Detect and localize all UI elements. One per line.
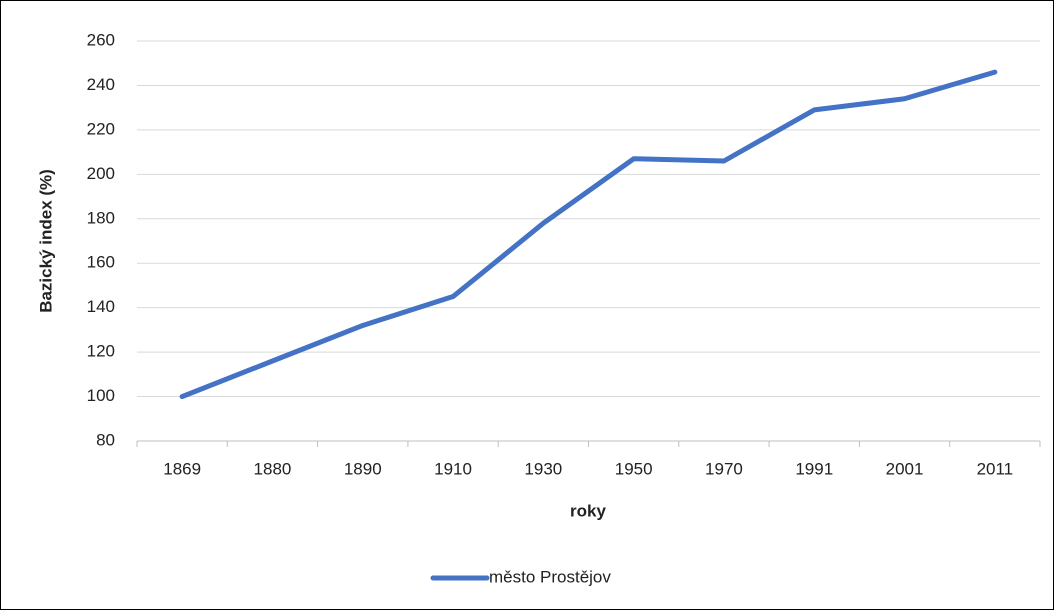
x-tick-label: 2001 <box>886 459 924 478</box>
x-tick-label: 1991 <box>795 459 833 478</box>
y-tick-label: 140 <box>87 297 115 316</box>
x-tick-label: 1910 <box>434 459 472 478</box>
y-tick-label: 180 <box>87 208 115 227</box>
y-tick-label: 80 <box>96 430 115 449</box>
line-series <box>179 69 998 400</box>
y-tick-label: 260 <box>87 30 115 49</box>
x-tick-label: 1950 <box>615 459 653 478</box>
y-tick-label: 120 <box>87 342 115 361</box>
x-tick-label: 1880 <box>254 459 292 478</box>
legend-label: město Prostějov <box>489 567 611 586</box>
x-tick-label: 1970 <box>705 459 743 478</box>
y-tick-label: 220 <box>87 119 115 138</box>
x-tick-label: 1890 <box>344 459 382 478</box>
y-tick-label: 100 <box>87 386 115 405</box>
x-axis-title: roky <box>570 501 606 520</box>
y-tick-label: 160 <box>87 253 115 272</box>
y-tick-label: 200 <box>87 164 115 183</box>
x-tick-label: 2011 <box>977 459 1014 478</box>
x-tick-label: 1930 <box>524 459 562 478</box>
y-tick-label: 240 <box>87 75 115 94</box>
x-tick-label: 1869 <box>163 459 201 478</box>
y-axis-title: Bazický index (%) <box>36 169 55 313</box>
